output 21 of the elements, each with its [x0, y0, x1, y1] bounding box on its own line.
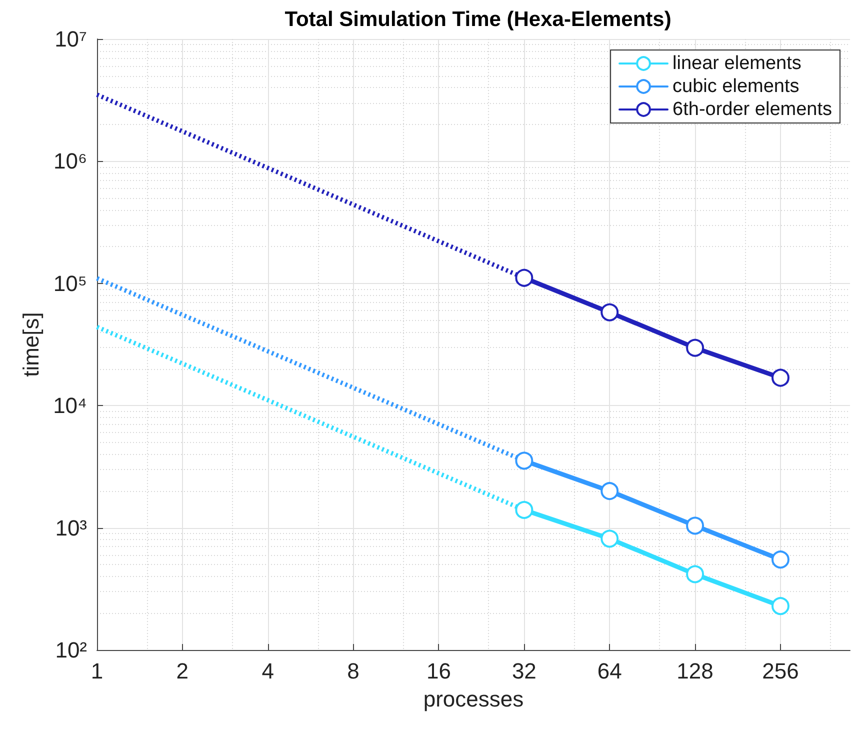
y-tick-label: 10⁷	[54, 26, 88, 52]
y-tick-label: 10⁵	[53, 270, 87, 296]
legend-label: linear elements	[672, 53, 802, 74]
x-tick-label: 64	[597, 658, 622, 684]
x-axis-title: processes	[423, 686, 524, 712]
x-tick-label: 8	[347, 658, 360, 684]
x-tick-label: 256	[762, 658, 799, 684]
x-tick-label: 32	[512, 658, 536, 684]
y-tick-label: 10⁴	[53, 393, 87, 418]
x-tick-label: 1	[90, 658, 104, 684]
x-tick-label: 2	[176, 658, 189, 684]
legend-label: cubic elements	[672, 76, 800, 97]
legend-label: 6th-order elements	[672, 99, 832, 120]
chart-title: Total Simulation Time (Hexa-Elements)	[284, 8, 672, 31]
y-tick-label: 10⁶	[53, 148, 87, 174]
x-tick-label: 128	[676, 658, 714, 684]
y-tick-label: 10³	[55, 515, 87, 540]
x-tick-label: 16	[426, 658, 451, 684]
y-axis-title: time[s]	[18, 312, 44, 377]
y-tick-label: 10²	[55, 638, 87, 662]
x-tick-label: 4	[262, 658, 274, 684]
